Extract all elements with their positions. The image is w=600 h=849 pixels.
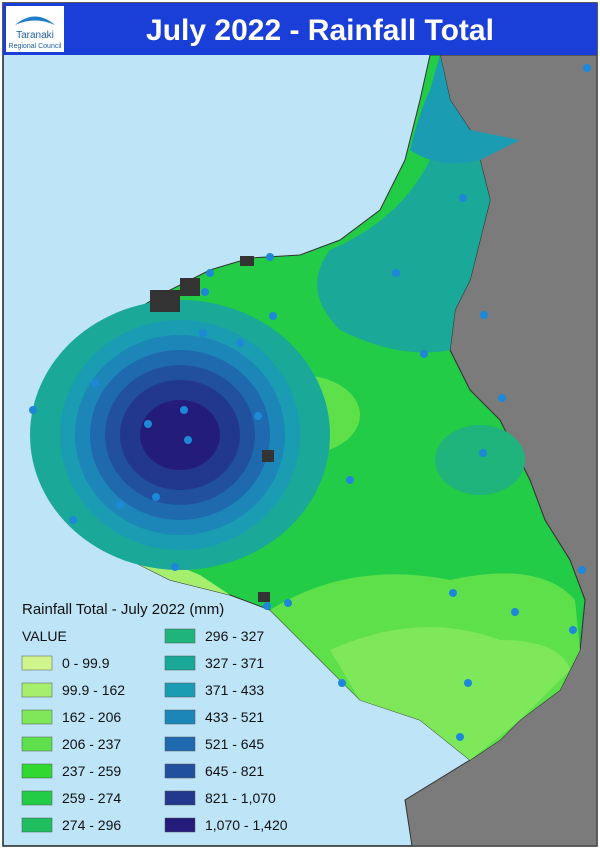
gauge-pin: [180, 406, 188, 414]
gauge-pin: [116, 501, 124, 509]
gauge-pin: [498, 394, 506, 402]
gauge-pin: [184, 436, 192, 444]
legend-heading: VALUE: [22, 628, 67, 644]
legend-label: 162 - 206: [62, 709, 121, 725]
gauge-pin: [420, 350, 428, 358]
gauge-pin: [91, 379, 99, 387]
contour-ring: [140, 400, 220, 470]
gauge-pin: [578, 566, 586, 574]
legend-swatch: [21, 763, 53, 779]
towns: [150, 256, 274, 602]
gauge-pin: [144, 420, 152, 428]
zone-north-top: [410, 55, 520, 164]
logo-subtext: Regional Council: [9, 43, 62, 50]
gauge-pin: [29, 406, 37, 414]
gauge-pin: [459, 194, 467, 202]
rainfall-contours: [30, 54, 586, 761]
gauge-pin: [284, 599, 292, 607]
gauge-pin: [201, 288, 209, 296]
gauge-pin: [266, 253, 274, 261]
title: July 2022 - Rainfall Total: [146, 14, 494, 47]
zone-east: [435, 425, 525, 495]
gauge-pin: [269, 312, 277, 320]
logo-mark: [15, 16, 55, 25]
legend-title: Rainfall Total - July 2022 (mm): [22, 601, 224, 618]
legend-label: 259 - 274: [62, 790, 121, 806]
gauge-pin: [171, 563, 179, 571]
legend-label: 274 - 296: [62, 817, 121, 833]
gauge-pin: [569, 626, 577, 634]
gauge-pin: [199, 329, 207, 337]
legend-swatch: [21, 817, 53, 833]
rain-gauges: [29, 64, 591, 741]
legend-swatch: [21, 736, 53, 752]
legend-label: 237 - 259: [62, 763, 121, 779]
legend-swatch: [21, 682, 53, 698]
gauge-pin: [449, 589, 457, 597]
legend-label: 1,070 - 1,420: [205, 817, 288, 833]
gauge-pin: [236, 339, 244, 347]
gauge-pin: [338, 679, 346, 687]
gauge-pin: [464, 679, 472, 687]
legend-swatch: [164, 709, 196, 725]
legend-swatch: [21, 655, 53, 671]
legend-swatch: [164, 682, 196, 698]
legend-label: 0 - 99.9: [62, 655, 110, 671]
zone-south-inner: [330, 627, 570, 760]
logo-box: [6, 6, 64, 52]
legend-label: 327 - 371: [205, 655, 264, 671]
legend-swatch: [21, 790, 53, 806]
gauge-pin: [479, 449, 487, 457]
gauge-pin: [480, 311, 488, 319]
gauge-pin: [206, 269, 214, 277]
legend: 0 - 99.9 99.9 - 162 162 - 206 206 - 237 237 …: [21, 628, 288, 833]
header-bar: [3, 3, 597, 55]
gauge-pin: [254, 412, 262, 420]
legend-label: 521 - 645: [205, 736, 264, 752]
legend-label: 99.9 - 162: [62, 682, 125, 698]
legend-label: 296 - 327: [205, 628, 264, 644]
legend-swatch: [164, 817, 196, 833]
legend-swatch: [164, 655, 196, 671]
legend-swatch: [164, 736, 196, 752]
legend-swatch: [164, 628, 196, 644]
legend-label: 206 - 237: [62, 736, 121, 752]
gauge-pin: [583, 64, 591, 72]
legend-swatch: [21, 709, 53, 725]
legend-swatch: [164, 763, 196, 779]
legend-label: 645 - 821: [205, 763, 264, 779]
gauge-pin: [69, 516, 77, 524]
legend-label: 371 - 433: [205, 682, 264, 698]
gauge-pin: [346, 476, 354, 484]
gauge-pin: [511, 608, 519, 616]
logo-text: Taranaki: [16, 30, 54, 41]
gauge-pin: [152, 493, 160, 501]
legend-label: 433 - 521: [205, 709, 264, 725]
gauge-pin: [263, 602, 271, 610]
gauge-pin: [392, 269, 400, 277]
legend-label: 821 - 1,070: [205, 790, 276, 806]
legend-swatch: [164, 790, 196, 806]
gauge-pin: [456, 733, 464, 741]
